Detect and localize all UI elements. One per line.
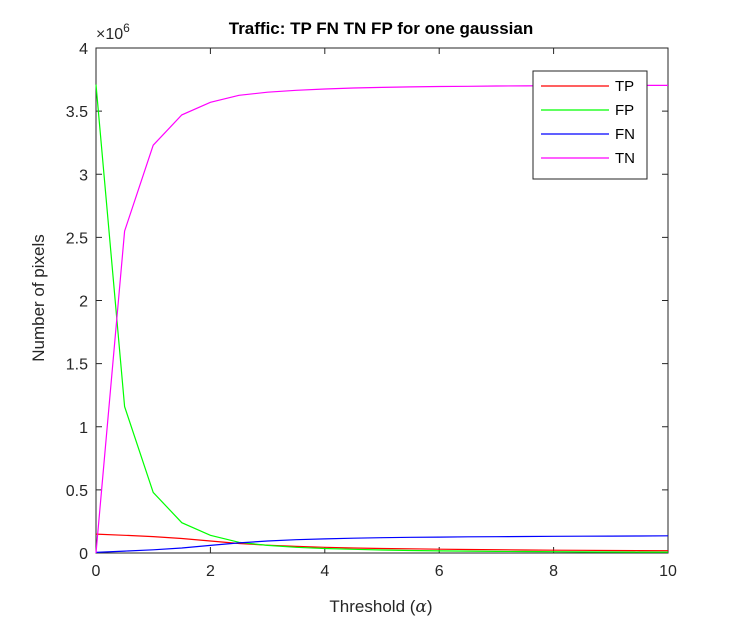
y-tick-label: 3 xyxy=(79,167,88,184)
legend-label-tn: TN xyxy=(615,150,635,167)
chart-title: Traffic: TP FN TN FP for one gaussian xyxy=(229,19,533,38)
legend-label-fp: FP xyxy=(615,102,634,119)
legend: TP FP FN TN xyxy=(532,70,648,180)
x-tick-label: 8 xyxy=(549,563,558,580)
x-tick-label: 4 xyxy=(320,563,329,580)
y-tick-label: 1 xyxy=(79,420,88,437)
exponent-prefix: ×10 xyxy=(96,26,123,43)
x-axis-label-close: ) xyxy=(427,597,433,616)
data-series xyxy=(95,84,669,554)
series-line-fp xyxy=(95,84,668,553)
y-axis-label: Number of pixels xyxy=(29,234,48,362)
y-tick-label: 2.5 xyxy=(66,230,88,247)
x-tick-label: 10 xyxy=(659,563,677,580)
x-axis-label-text: Threshold ( xyxy=(329,597,415,616)
y-tick-label: 4 xyxy=(79,41,88,58)
y-tick-label: 1.5 xyxy=(66,357,88,374)
x-tick-label: 0 xyxy=(92,563,101,580)
legend-label-tp: TP xyxy=(615,78,634,95)
y-tick-label: 0.5 xyxy=(66,483,88,500)
series-line-tp xyxy=(95,533,669,552)
x-axis-label-symbol: α xyxy=(415,597,427,617)
x-tick-label: 6 xyxy=(435,563,444,580)
exponent-power: 6 xyxy=(123,21,130,35)
x-axis-label: Threshold (α) xyxy=(329,597,432,617)
legend-label-fn: FN xyxy=(615,126,635,143)
y-tick-label: 0 xyxy=(79,546,88,563)
y-axis-exponent: ×106 xyxy=(96,21,130,43)
y-tick-label: 3.5 xyxy=(66,104,88,121)
legend-box xyxy=(532,70,648,180)
x-tick-label: 2 xyxy=(206,563,215,580)
y-tick-label: 2 xyxy=(79,294,88,311)
series-line-fn xyxy=(95,535,669,553)
